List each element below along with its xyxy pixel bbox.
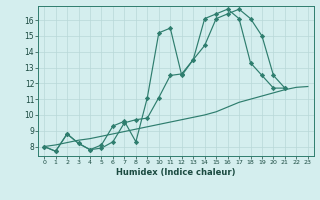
X-axis label: Humidex (Indice chaleur): Humidex (Indice chaleur) — [116, 168, 236, 177]
